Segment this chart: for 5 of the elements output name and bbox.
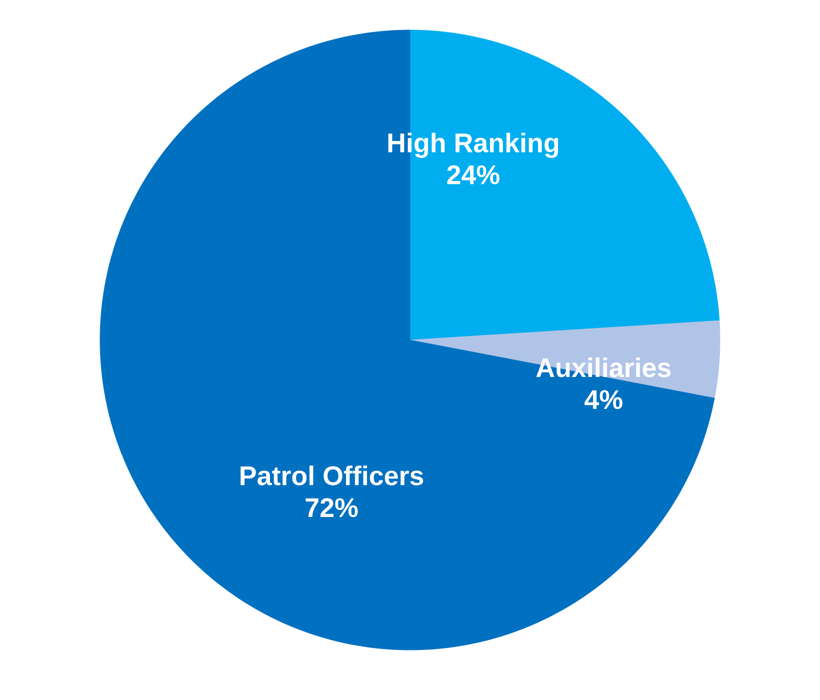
data-label: 24%: [447, 165, 500, 184]
slice-label: High Ranking: [388, 132, 558, 158]
data-label: 4%: [584, 390, 622, 410]
data-label: 72%: [306, 498, 358, 518]
slice-label: Patrol Officers: [240, 466, 424, 486]
